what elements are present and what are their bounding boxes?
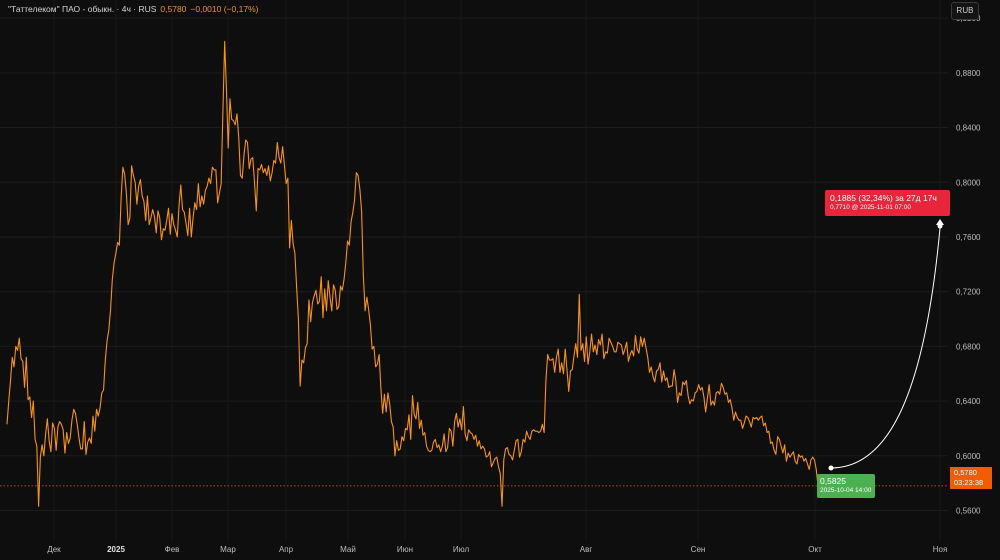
x-tick-label: Фев: [165, 545, 180, 554]
x-tick-label: Ноя: [933, 545, 948, 554]
x-tick-label: Сен: [691, 545, 706, 554]
y-tick-label: 0,7200: [956, 288, 981, 297]
y-tick-label: 0,8800: [956, 69, 981, 78]
chart-header: "Таттелеком" ПАО - обыкн. · 4ч · RUS 0,57…: [8, 4, 258, 14]
start-date: 2025-10-04 14:00: [820, 487, 872, 494]
x-tick-label: Окт: [808, 545, 822, 554]
price-change: −0,0010 (−0,17%): [190, 4, 259, 14]
start-price: 0,5825: [820, 476, 846, 486]
currency-button[interactable]: RUB: [951, 2, 979, 20]
y-tick-label: 0,6400: [956, 397, 981, 406]
x-tick-label: 2025: [107, 545, 125, 554]
x-tick-label: Мар: [220, 545, 236, 554]
x-tick-label: Апр: [279, 545, 294, 554]
y-tick-label: 0,6000: [956, 452, 981, 461]
y-tick-label: 0,7600: [956, 233, 981, 242]
price-line: [6, 40, 819, 507]
y-axis: 0,92000,88000,84000,80000,76000,72000,68…: [956, 14, 981, 515]
x-tick-label: Июн: [397, 545, 413, 554]
projection-arrowhead: [936, 219, 944, 225]
x-axis: Дек 2025 Фев Мар Апр Май Июн Июл Авг Сен Окт Ноя: [47, 545, 947, 554]
y-tick-label: 0,6800: [956, 342, 981, 351]
x-tick-label: Май: [340, 545, 356, 554]
y-tick-label: 0,5600: [956, 506, 981, 515]
current-price-value: 0,5780: [954, 468, 977, 477]
projection-arc[interactable]: [830, 227, 941, 469]
x-tick-label: Июл: [453, 545, 470, 554]
symbol-title: "Таттелеком" ПАО - обыкн. · 4ч · RUS: [8, 4, 157, 14]
y-tick-label: 0,8000: [956, 178, 981, 187]
target-change: 0,1885 (32,34%) за 27д 17ч: [830, 193, 937, 203]
last-price: 0,5780: [160, 4, 187, 14]
grid-lines: [0, 17, 948, 511]
target-price-date: 0,7710 @ 2025-11-01 07:00: [830, 204, 911, 211]
x-tick-label: Дек: [47, 545, 61, 554]
x-tick-label: Авг: [580, 545, 593, 554]
projection-start-point[interactable]: [828, 465, 834, 471]
projection-target-tag[interactable]: 0,1885 (32,34%) за 27д 17ч 0,7710 @ 2025…: [825, 190, 950, 216]
y-tick-label: 0,8400: [956, 124, 981, 133]
projection-start-tag[interactable]: 0,5825 2025-10-04 14:00: [817, 474, 875, 498]
bar-countdown: 03:23:38: [954, 478, 984, 487]
current-price-tag: 0,5780 03:23:38: [950, 467, 992, 489]
